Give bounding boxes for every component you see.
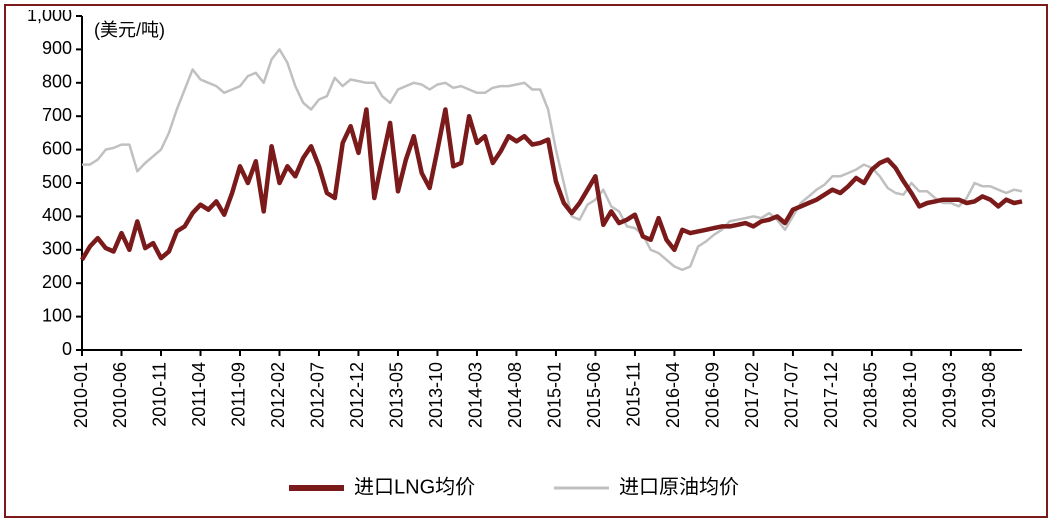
- y-tick-label: 700: [42, 105, 72, 125]
- x-tick-label: 2013-05: [387, 362, 407, 428]
- y-unit-label: (美元/吨): [94, 20, 165, 40]
- y-tick-label: 0: [62, 339, 72, 359]
- legend-label-1: 进口LNG均价: [354, 475, 475, 498]
- y-tick-label: 100: [42, 305, 72, 325]
- x-tick-label: 2013-10: [426, 362, 446, 428]
- x-tick-label: 2017-12: [821, 362, 841, 428]
- x-tick-label: 2018-05: [861, 362, 881, 428]
- x-tick-label: 2012-12: [347, 362, 367, 428]
- x-tick-label: 2014-03: [466, 362, 486, 428]
- x-tick-label: 2014-08: [505, 362, 525, 428]
- y-tick-label: 200: [42, 272, 72, 292]
- x-tick-label: 2017-02: [742, 362, 762, 428]
- y-tick-label: 400: [42, 205, 72, 225]
- chart-svg: 0 100 200 300 400 500 600 700 800 900 1,000 2010-01…: [14, 10, 1034, 510]
- x-tick-label: 2011-04: [189, 362, 209, 427]
- y-tick-label: 800: [42, 72, 72, 92]
- x-tick-label: 2015-01: [545, 362, 565, 428]
- y-tick-label: 900: [42, 38, 72, 58]
- legend-label-2: 进口原油均价: [619, 475, 739, 498]
- x-tick-label: 2015-06: [584, 362, 604, 428]
- x-tick-label: 2015-11: [624, 362, 644, 427]
- x-tick-label: 2018-10: [900, 362, 920, 428]
- x-tick-label: 2012-07: [308, 362, 328, 428]
- y-tick-label: 1,000: [27, 10, 72, 25]
- x-tick-label: 2016-09: [703, 362, 723, 428]
- x-tick-label: 2010-01: [71, 362, 91, 428]
- x-tick-label: 2010-06: [110, 362, 130, 428]
- x-tick-label: 2016-04: [663, 362, 683, 428]
- y-tick-label: 300: [42, 239, 72, 259]
- y-tick-label: 500: [42, 172, 72, 192]
- y-tick-label: 600: [42, 138, 72, 158]
- x-tick-label: 2010-11: [150, 362, 170, 427]
- x-tick-label: 2011-09: [229, 362, 249, 427]
- x-tick-label: 2017-07: [782, 362, 802, 428]
- x-tick-label: 2019-08: [979, 362, 999, 428]
- x-tick-label: 2019-03: [940, 362, 960, 428]
- line-chart: 0 100 200 300 400 500 600 700 800 900 1,000 2010-01…: [14, 10, 1034, 510]
- x-tick-label: 2012-02: [268, 362, 288, 428]
